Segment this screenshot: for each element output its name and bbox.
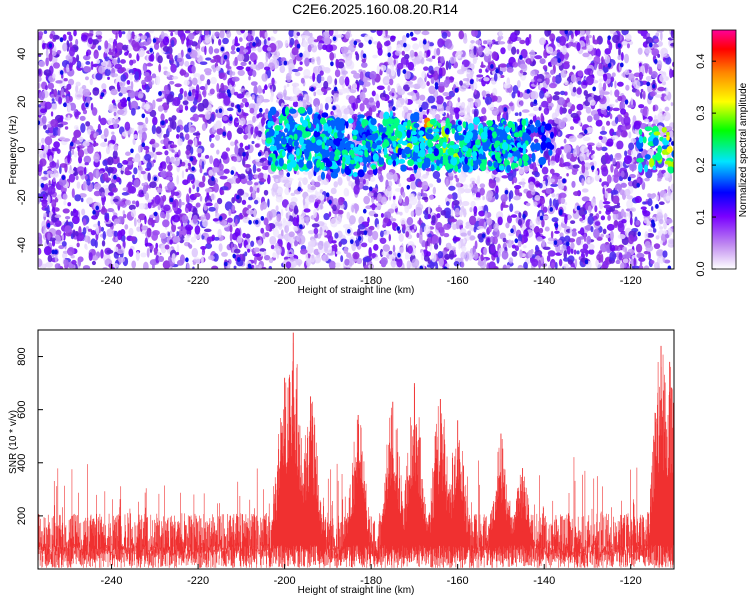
snr-y-label: SNR (10 * v/v) [8, 410, 19, 474]
heatmap-x-label: Height of straight line (km) [298, 285, 415, 296]
x-tick-label: -180 [360, 575, 382, 587]
y-tick-label: 200 [16, 507, 28, 525]
snr-x-label: Height of straight line (km) [298, 585, 415, 596]
x-tick-label: -200 [274, 275, 296, 287]
colorbar-tick-label: 0.1 [695, 209, 707, 224]
x-tick-label: -120 [620, 275, 642, 287]
x-tick-label: -120 [620, 575, 642, 587]
x-tick-label: -240 [101, 275, 123, 287]
x-tick-label: -140 [533, 275, 555, 287]
snr-panel [37, 329, 675, 570]
x-tick-label: -220 [187, 275, 209, 287]
x-tick-label: -160 [447, 575, 469, 587]
snr-y-ticks: 200 400 600 800 [16, 347, 43, 525]
heatmap-x-ticks: -240 -220 -200 -180 -160 -140 -120 [101, 264, 642, 287]
heatmap-y-ticks: -40 -20 0 20 40 [16, 48, 43, 253]
y-tick-label: 20 [16, 96, 28, 108]
x-tick-label: -160 [447, 275, 469, 287]
snr-layer [38, 332, 674, 568]
x-tick-label: -180 [360, 275, 382, 287]
x-tick-label: -240 [101, 575, 123, 587]
heatmap-y-label: Frequency (Hz) [8, 116, 19, 185]
colorbar-tick-label: 0.4 [695, 54, 707, 69]
signal-cluster [666, 146, 673, 153]
heatmap-layer [38, 30, 674, 269]
colorbar-label: Normalized spectral amplitude [738, 82, 749, 217]
colorbar [711, 29, 737, 270]
y-tick-label: 600 [16, 400, 28, 418]
colorbar-tick-label: 0.0 [695, 261, 707, 276]
colorbar-tick-label: 0.3 [695, 105, 707, 120]
y-tick-label: 400 [16, 454, 28, 472]
snr-x-ticks: -240 -220 -200 -180 -160 -140 -120 [101, 564, 642, 587]
y-tick-label: -20 [16, 189, 28, 205]
colorbar-ticks: 0.0 0.1 0.2 0.3 0.4 [695, 54, 716, 277]
snr-trace [38, 343, 674, 568]
colorbar-tick-label: 0.2 [695, 157, 707, 172]
y-tick-label: 800 [16, 347, 28, 365]
y-tick-label: 40 [16, 48, 28, 60]
y-tick-label: 0 [16, 146, 28, 152]
x-tick-label: -200 [274, 575, 296, 587]
y-tick-label: -40 [16, 237, 28, 253]
heatmap-panel [37, 29, 675, 270]
page-title: C2E6.2025.160.08.20.R14 [292, 1, 458, 17]
x-tick-label: -220 [187, 575, 209, 587]
x-tick-label: -140 [533, 575, 555, 587]
